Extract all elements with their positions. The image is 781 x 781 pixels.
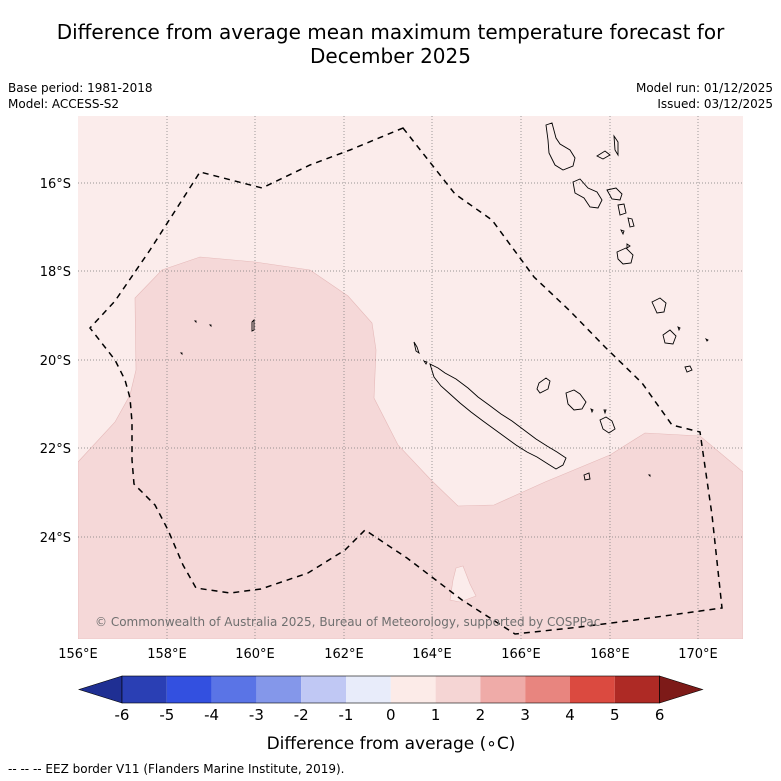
colorbar-tick-label: 3 (520, 706, 530, 724)
longitude-labels: 156°E 158°E 160°E 162°E 164°E 166°E 168°… (58, 647, 718, 662)
colorbar-bin (166, 676, 212, 703)
colorbar-bin (211, 676, 257, 703)
meta-right: Model run: 01/12/2025 Issued: 03/12/2025 (636, 80, 773, 112)
lon-label: 166°E (501, 647, 541, 662)
colorbar-tick-label: 5 (610, 706, 620, 724)
lat-label: 18°S (40, 265, 71, 280)
colorbar-label: Difference from average (∘C) (267, 734, 516, 754)
colorbar-bin (570, 676, 615, 703)
colorbar-bin (346, 676, 391, 703)
model-run: Model run: 01/12/2025 (635, 81, 773, 95)
eez-border (89, 127, 723, 635)
colorbar-tick-label: -3 (249, 706, 264, 724)
lon-label: 168°E (590, 647, 630, 662)
colorbar-bin (435, 676, 481, 703)
colorbar-tick-label: -4 (204, 706, 219, 724)
lon-label: 156°E (58, 647, 98, 662)
colorbar-tick-label: 4 (565, 706, 575, 724)
coastlines (179, 122, 709, 481)
lat-label: 24°S (40, 531, 71, 546)
colorbar-tick-label: 1 (431, 706, 441, 724)
lon-label: 158°E (147, 647, 187, 662)
lon-label: 160°E (235, 647, 275, 662)
colorbar-bin (301, 676, 346, 703)
colorbar-bin (122, 676, 167, 703)
meta-left: Base period: 1981-2018 Model: ACCESS-S2 (8, 80, 153, 112)
eez-footnote: -- -- -- EEZ border V11 (Flanders Marine… (8, 762, 345, 776)
lon-label: 170°E (678, 647, 718, 662)
anomaly-0-1-patch (449, 565, 477, 603)
lat-label: 16°S (40, 177, 71, 192)
colorbar-bin (525, 676, 570, 703)
new-caledonia-coastline (429, 363, 567, 470)
base-period: Base period: 1981-2018 (8, 81, 153, 95)
colorbar-tick-label: -2 (294, 706, 309, 724)
map-title: Difference from average mean maximum tem… (0, 20, 781, 68)
lat-label: 22°S (40, 442, 71, 457)
colorbar-tick-label: -6 (115, 706, 130, 724)
colorbar-bin (614, 676, 660, 703)
colorbar-ticks: -6 -5 -4 -3 -2 -1 0 1 2 3 4 5 6 (115, 706, 665, 724)
latitude-labels: 16°S 18°S 20°S 22°S 24°S (40, 177, 71, 546)
vanuatu-coastline (545, 122, 576, 171)
copyright-watermark: © Commonwealth of Australia 2025, Bureau… (95, 615, 600, 629)
colorbar-bin (480, 676, 526, 703)
lat-label: 20°S (40, 354, 71, 369)
colorbar-extend-low (77, 675, 123, 704)
lon-label: 164°E (412, 647, 452, 662)
model-name: Model: ACCESS-S2 (8, 97, 120, 111)
loyalty-islands-coastline (536, 377, 551, 394)
colorbar-bin (256, 676, 302, 703)
colorbar-tick-label: 0 (386, 706, 396, 724)
colorbar (77, 675, 704, 704)
colorbar-tick-label: -5 (159, 706, 174, 724)
issued-date: Issued: 03/12/2025 (657, 97, 773, 111)
title-line-2: December 2025 (310, 44, 471, 68)
colorbar-tick-label: 2 (476, 706, 486, 724)
colorbar-tick-label: -1 (339, 706, 354, 724)
lon-label: 162°E (324, 647, 364, 662)
colorbar-outline (121, 675, 660, 704)
graticule (78, 116, 743, 639)
anomaly-1-2-region (78, 256, 743, 639)
colorbar-bin (390, 676, 436, 703)
colorbar-extend-high (659, 675, 704, 704)
colorbar-tick-label: 6 (655, 706, 665, 724)
title-line-1: Difference from average mean maximum tem… (56, 20, 725, 44)
